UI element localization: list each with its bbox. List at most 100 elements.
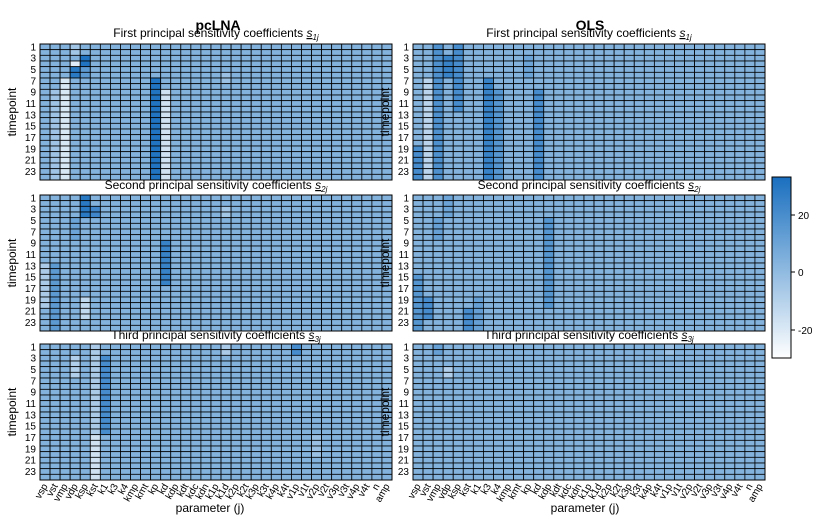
heatmap-cell xyxy=(110,313,121,321)
heatmap-cell xyxy=(633,349,645,356)
heatmap-cell xyxy=(442,194,454,202)
heatmap-cell xyxy=(220,200,232,207)
heatmap-cell xyxy=(341,417,353,424)
heatmap-cell xyxy=(714,145,726,153)
heatmap-cell xyxy=(623,134,635,141)
heatmap-cell xyxy=(593,349,605,356)
heatmap-cell xyxy=(714,434,726,441)
heatmap-cell xyxy=(412,83,424,90)
heatmap-cell xyxy=(331,324,343,332)
heatmap-cell xyxy=(503,445,514,453)
heatmap-cell xyxy=(331,94,343,102)
heatmap-cell xyxy=(493,319,504,326)
heatmap-cell xyxy=(291,366,302,373)
heatmap-cell xyxy=(130,468,141,475)
heatmap-cell xyxy=(210,405,222,413)
heatmap-cell xyxy=(301,168,312,175)
heatmap-cell xyxy=(240,194,252,202)
heatmap-cell xyxy=(110,211,121,219)
heatmap-cell xyxy=(503,156,514,164)
heatmap-cell xyxy=(462,262,474,270)
heatmap-cell xyxy=(482,88,494,96)
heatmap-cell xyxy=(704,105,716,113)
heatmap-cell xyxy=(503,411,514,419)
heatmap-cell xyxy=(754,262,766,270)
heatmap-cell xyxy=(674,134,685,141)
heatmap-cell xyxy=(593,251,605,258)
heatmap-cell xyxy=(260,445,272,453)
heatmap-cell xyxy=(452,105,464,113)
heatmap-cell xyxy=(482,354,494,362)
heatmap-cell xyxy=(331,77,343,85)
heatmap-cell xyxy=(704,462,716,470)
heatmap-cell xyxy=(523,405,535,413)
heatmap-cell xyxy=(341,228,353,236)
heatmap-cell xyxy=(341,285,353,292)
heatmap-cell xyxy=(170,262,182,270)
heatmap-cell xyxy=(653,205,665,213)
heatmap-cell xyxy=(422,211,434,219)
heatmap-cell xyxy=(482,54,494,62)
heatmap-cell xyxy=(381,468,393,475)
heatmap-cell xyxy=(623,211,635,219)
heatmap-cell xyxy=(59,302,71,309)
heatmap-cell xyxy=(130,222,141,230)
heatmap-cell xyxy=(523,302,535,309)
heatmap-cell xyxy=(321,245,333,253)
heatmap-cell xyxy=(472,360,484,368)
heatmap-cell xyxy=(472,296,484,304)
heatmap-cell xyxy=(513,268,525,275)
heatmap-cell xyxy=(99,462,111,470)
heatmap-cell xyxy=(240,128,252,136)
heatmap-cell xyxy=(270,66,282,73)
heatmap-cell xyxy=(472,388,484,396)
heatmap-cell xyxy=(633,128,645,136)
heatmap-cell xyxy=(734,456,746,464)
heatmap-cell xyxy=(190,371,202,379)
heatmap-cell xyxy=(140,411,152,419)
heatmap-cell xyxy=(442,388,454,396)
heatmap-cell xyxy=(99,290,111,298)
heatmap-cell xyxy=(643,256,655,264)
heatmap-cell xyxy=(190,354,202,362)
heatmap-cell xyxy=(341,290,353,298)
heatmap-cell xyxy=(694,273,706,281)
heatmap-cell xyxy=(422,434,434,441)
heatmap-cell xyxy=(99,354,111,362)
heatmap-cell xyxy=(120,234,131,241)
heatmap-cell xyxy=(240,217,252,224)
heatmap-cell xyxy=(704,445,716,453)
heatmap-cell xyxy=(140,383,152,390)
heatmap-cell xyxy=(49,434,61,441)
heatmap-cell xyxy=(341,388,353,396)
heatmap-cell xyxy=(744,262,756,270)
heatmap-cell xyxy=(503,462,514,470)
heatmap-cell xyxy=(371,439,383,447)
heatmap-cell xyxy=(724,139,736,147)
heatmap-cell xyxy=(493,88,504,96)
heatmap-cell xyxy=(59,354,71,362)
heatmap-cell xyxy=(150,151,162,158)
heatmap-cell xyxy=(150,83,162,90)
heatmap-cell xyxy=(59,462,71,470)
heatmap-cell xyxy=(633,456,645,464)
heatmap-cell xyxy=(341,234,353,241)
heatmap-cell xyxy=(210,194,222,202)
heatmap-cell xyxy=(482,145,494,153)
heatmap-cell xyxy=(120,290,131,298)
heatmap-cell xyxy=(291,234,302,241)
heatmap-cell xyxy=(371,354,383,362)
heatmap-cell xyxy=(120,217,131,224)
heatmap-cell xyxy=(89,473,101,481)
heatmap-cell xyxy=(89,273,101,281)
heatmap-cell xyxy=(260,366,272,373)
heatmap-cell xyxy=(301,417,312,424)
heatmap-cell xyxy=(452,349,464,356)
heatmap-cell xyxy=(230,422,242,430)
heatmap-cell xyxy=(422,49,434,56)
heatmap-cell xyxy=(190,228,202,236)
heatmap-cell xyxy=(220,349,232,356)
heatmap-cell xyxy=(623,290,635,298)
heatmap-cell xyxy=(432,139,444,147)
heatmap-cell xyxy=(180,273,192,281)
